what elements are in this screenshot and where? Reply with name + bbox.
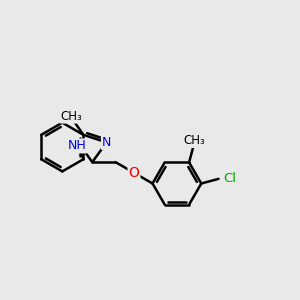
- Text: Cl: Cl: [223, 172, 236, 185]
- Text: N: N: [102, 136, 111, 149]
- Text: CH₃: CH₃: [60, 110, 82, 123]
- Text: O: O: [129, 166, 140, 180]
- Text: CH₃: CH₃: [184, 134, 206, 147]
- Text: NH: NH: [68, 140, 87, 152]
